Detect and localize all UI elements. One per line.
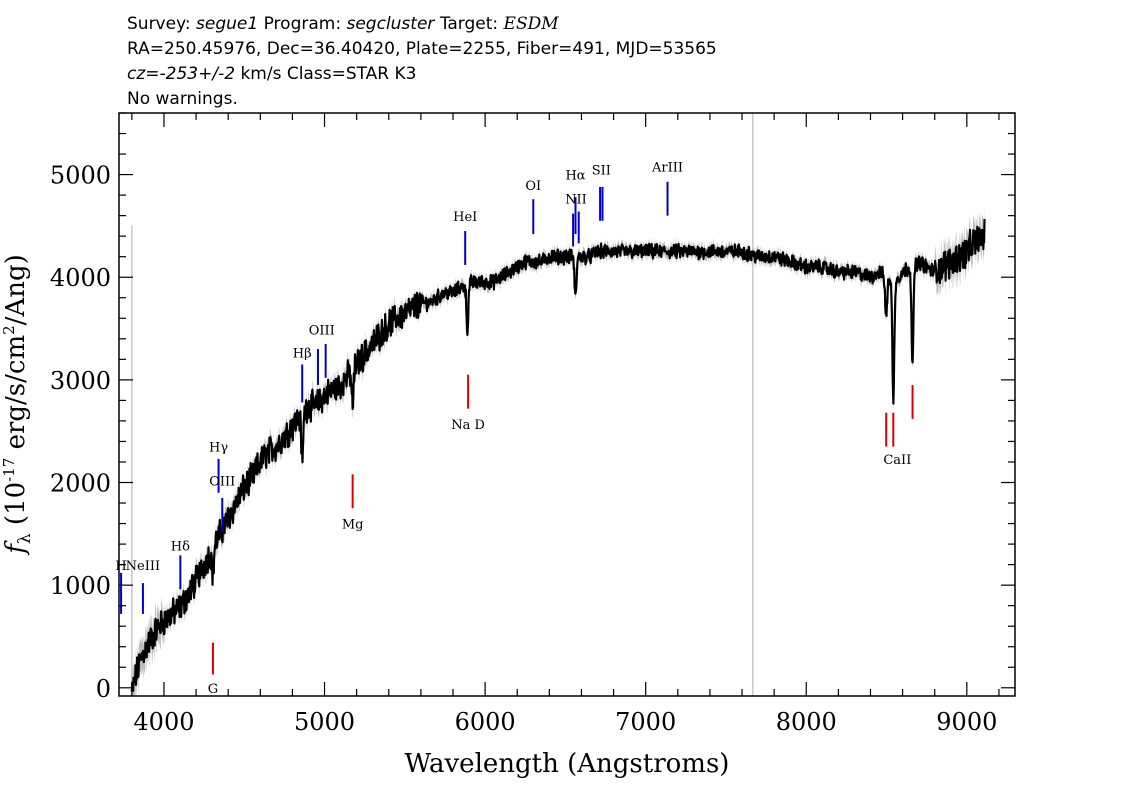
y-tick-label: 0	[96, 675, 111, 703]
x-tick-label: 5000	[294, 708, 355, 736]
x-tick-label: 6000	[455, 708, 516, 736]
emission-line-label: OI	[525, 179, 541, 194]
emission-line-label: ArIII	[651, 161, 683, 176]
header-line-4: No warnings.	[127, 89, 238, 109]
x-tick-label: 9000	[936, 708, 997, 736]
header-line-1: Survey: segue1 Program: segcluster Targe…	[127, 14, 559, 34]
y-tick-label: 3000	[50, 367, 111, 395]
emission-line-label: OIII	[309, 324, 335, 339]
emission-line-label: Hβ	[293, 346, 312, 361]
redshift-unit: km/s	[240, 64, 282, 84]
absorption-line-label: G	[208, 682, 218, 697]
y-tick-label: 5000	[50, 162, 111, 190]
header-line-3: cz=-253+/-2 km/s Class=STAR K3	[127, 64, 416, 84]
plot-frame	[118, 112, 1016, 697]
x-tick-label: 8000	[776, 708, 837, 736]
program-value: segcluster	[346, 14, 435, 34]
absorption-line-label: Mg	[342, 518, 364, 533]
x-axis-title: Wavelength (Angstroms)	[405, 749, 730, 779]
emission-line-label: HeI	[453, 210, 477, 225]
emission-line-label: NII	[565, 192, 587, 207]
emission-line-label: SII	[592, 164, 611, 179]
y-tick-label: 1000	[50, 572, 111, 600]
emission-line-label: H	[115, 559, 126, 574]
class-value: Class=STAR K3	[286, 64, 417, 84]
survey-label: Survey:	[127, 14, 191, 34]
emission-line-label: Hα	[565, 169, 585, 184]
x-tick-label: 7000	[615, 708, 676, 736]
target-label: Target:	[439, 14, 499, 34]
y-tick-label: 2000	[50, 470, 111, 498]
emission-line-label: OIII	[209, 475, 235, 490]
target-value: ESDM	[503, 14, 559, 34]
emission-line-label: Hγ	[209, 441, 228, 456]
program-label: Program:	[263, 14, 342, 34]
flux-line	[130, 218, 986, 693]
redshift-value: cz=-253+/-2	[127, 64, 236, 84]
absorption-line-label: Na D	[451, 418, 485, 433]
emission-line-label: NeIII	[126, 559, 160, 574]
x-tick-label: 4000	[133, 708, 194, 736]
survey-value: segue1	[196, 14, 259, 34]
header-line-2: RA=250.45976, Dec=36.40420, Plate=2255, …	[127, 39, 717, 59]
y-axis-title: fλ (10-17 erg/s/cm2/Ang)	[0, 254, 35, 556]
y-tick-label: 4000	[50, 264, 111, 292]
absorption-line-label: CaII	[883, 453, 911, 468]
emission-line-label: Hδ	[171, 539, 190, 554]
